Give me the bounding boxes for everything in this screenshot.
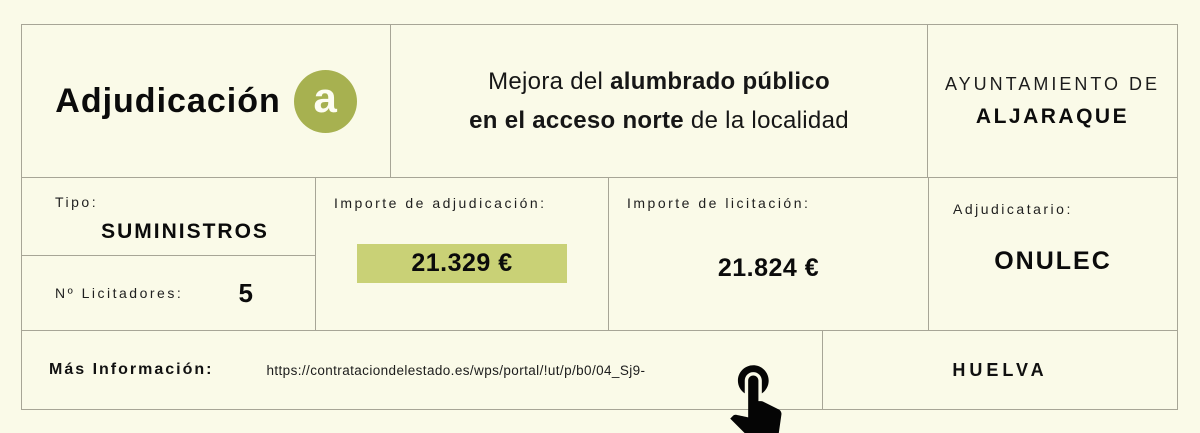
project-title-cell: Mejora del alumbrado público en el acces… [391, 25, 928, 177]
contract-type-label: Tipo: [55, 194, 99, 210]
details-row: Tipo: SUMINISTROS Nº Licitadores: 5 Impo… [22, 178, 1177, 331]
footer-row: Más Información: https://contrataciondel… [22, 331, 1177, 409]
awardee-cell: Adjudicatario: ONULEC [929, 178, 1177, 330]
contract-type-cell: Tipo: SUMINISTROS [22, 178, 315, 256]
organization-name: ALJARAQUE [975, 104, 1130, 128]
project-title: Mejora del alumbrado público en el acces… [469, 62, 849, 140]
tender-amount-label: Importe de licitación: [627, 195, 811, 211]
organization-cell: AYUNTAMIENTO DE ALJARAQUE [928, 25, 1177, 177]
doc-type-title: Adjudicación [55, 81, 281, 120]
tender-amount-value: 21.824 € [717, 254, 820, 282]
award-amount-cell: Importe de adjudicación: 21.329 € [316, 178, 609, 330]
doc-type-cell: Adjudicación a [22, 25, 391, 177]
adjudication-table: Adjudicación a Mejora del alumbrado públ… [21, 24, 1178, 433]
award-amount-label: Importe de adjudicación: [334, 195, 547, 211]
letter-a-badge-icon: a [293, 69, 357, 133]
bidders-cell: Nº Licitadores: 5 [22, 256, 315, 330]
project-title-part3: en el acceso norte [469, 107, 684, 134]
organization-type: AYUNTAMIENTO DE [944, 73, 1160, 94]
more-info-label: Más Información: [49, 361, 214, 378]
province-cell: HUELVA [823, 331, 1177, 409]
contract-type-value: SUMINISTROS [101, 220, 269, 243]
project-title-part2: alumbrado público [610, 68, 830, 95]
project-title-part4: de la localidad [683, 107, 849, 134]
award-amount-value: 21.329 € [411, 249, 513, 277]
type-and-bidders-column: Tipo: SUMINISTROS Nº Licitadores: 5 [22, 178, 316, 330]
header-row: Adjudicación a Mejora del alumbrado públ… [22, 25, 1177, 178]
bidders-count: 5 [238, 277, 253, 308]
awardee-name: ONULEC [994, 247, 1112, 275]
province-name: HUELVA [952, 359, 1048, 380]
more-info-cell: Más Información: https://contrataciondel… [22, 331, 823, 409]
tender-amount-cell: Importe de licitación: 21.824 € [609, 178, 929, 330]
project-title-part1: Mejora del [488, 68, 611, 95]
awardee-label: Adjudicatario: [953, 201, 1073, 217]
bidders-label: Nº Licitadores: [55, 285, 184, 301]
award-amount-highlight: 21.329 € [357, 244, 567, 283]
more-info-url-link[interactable]: https://contrataciondelestado.es/wps/por… [266, 362, 646, 378]
